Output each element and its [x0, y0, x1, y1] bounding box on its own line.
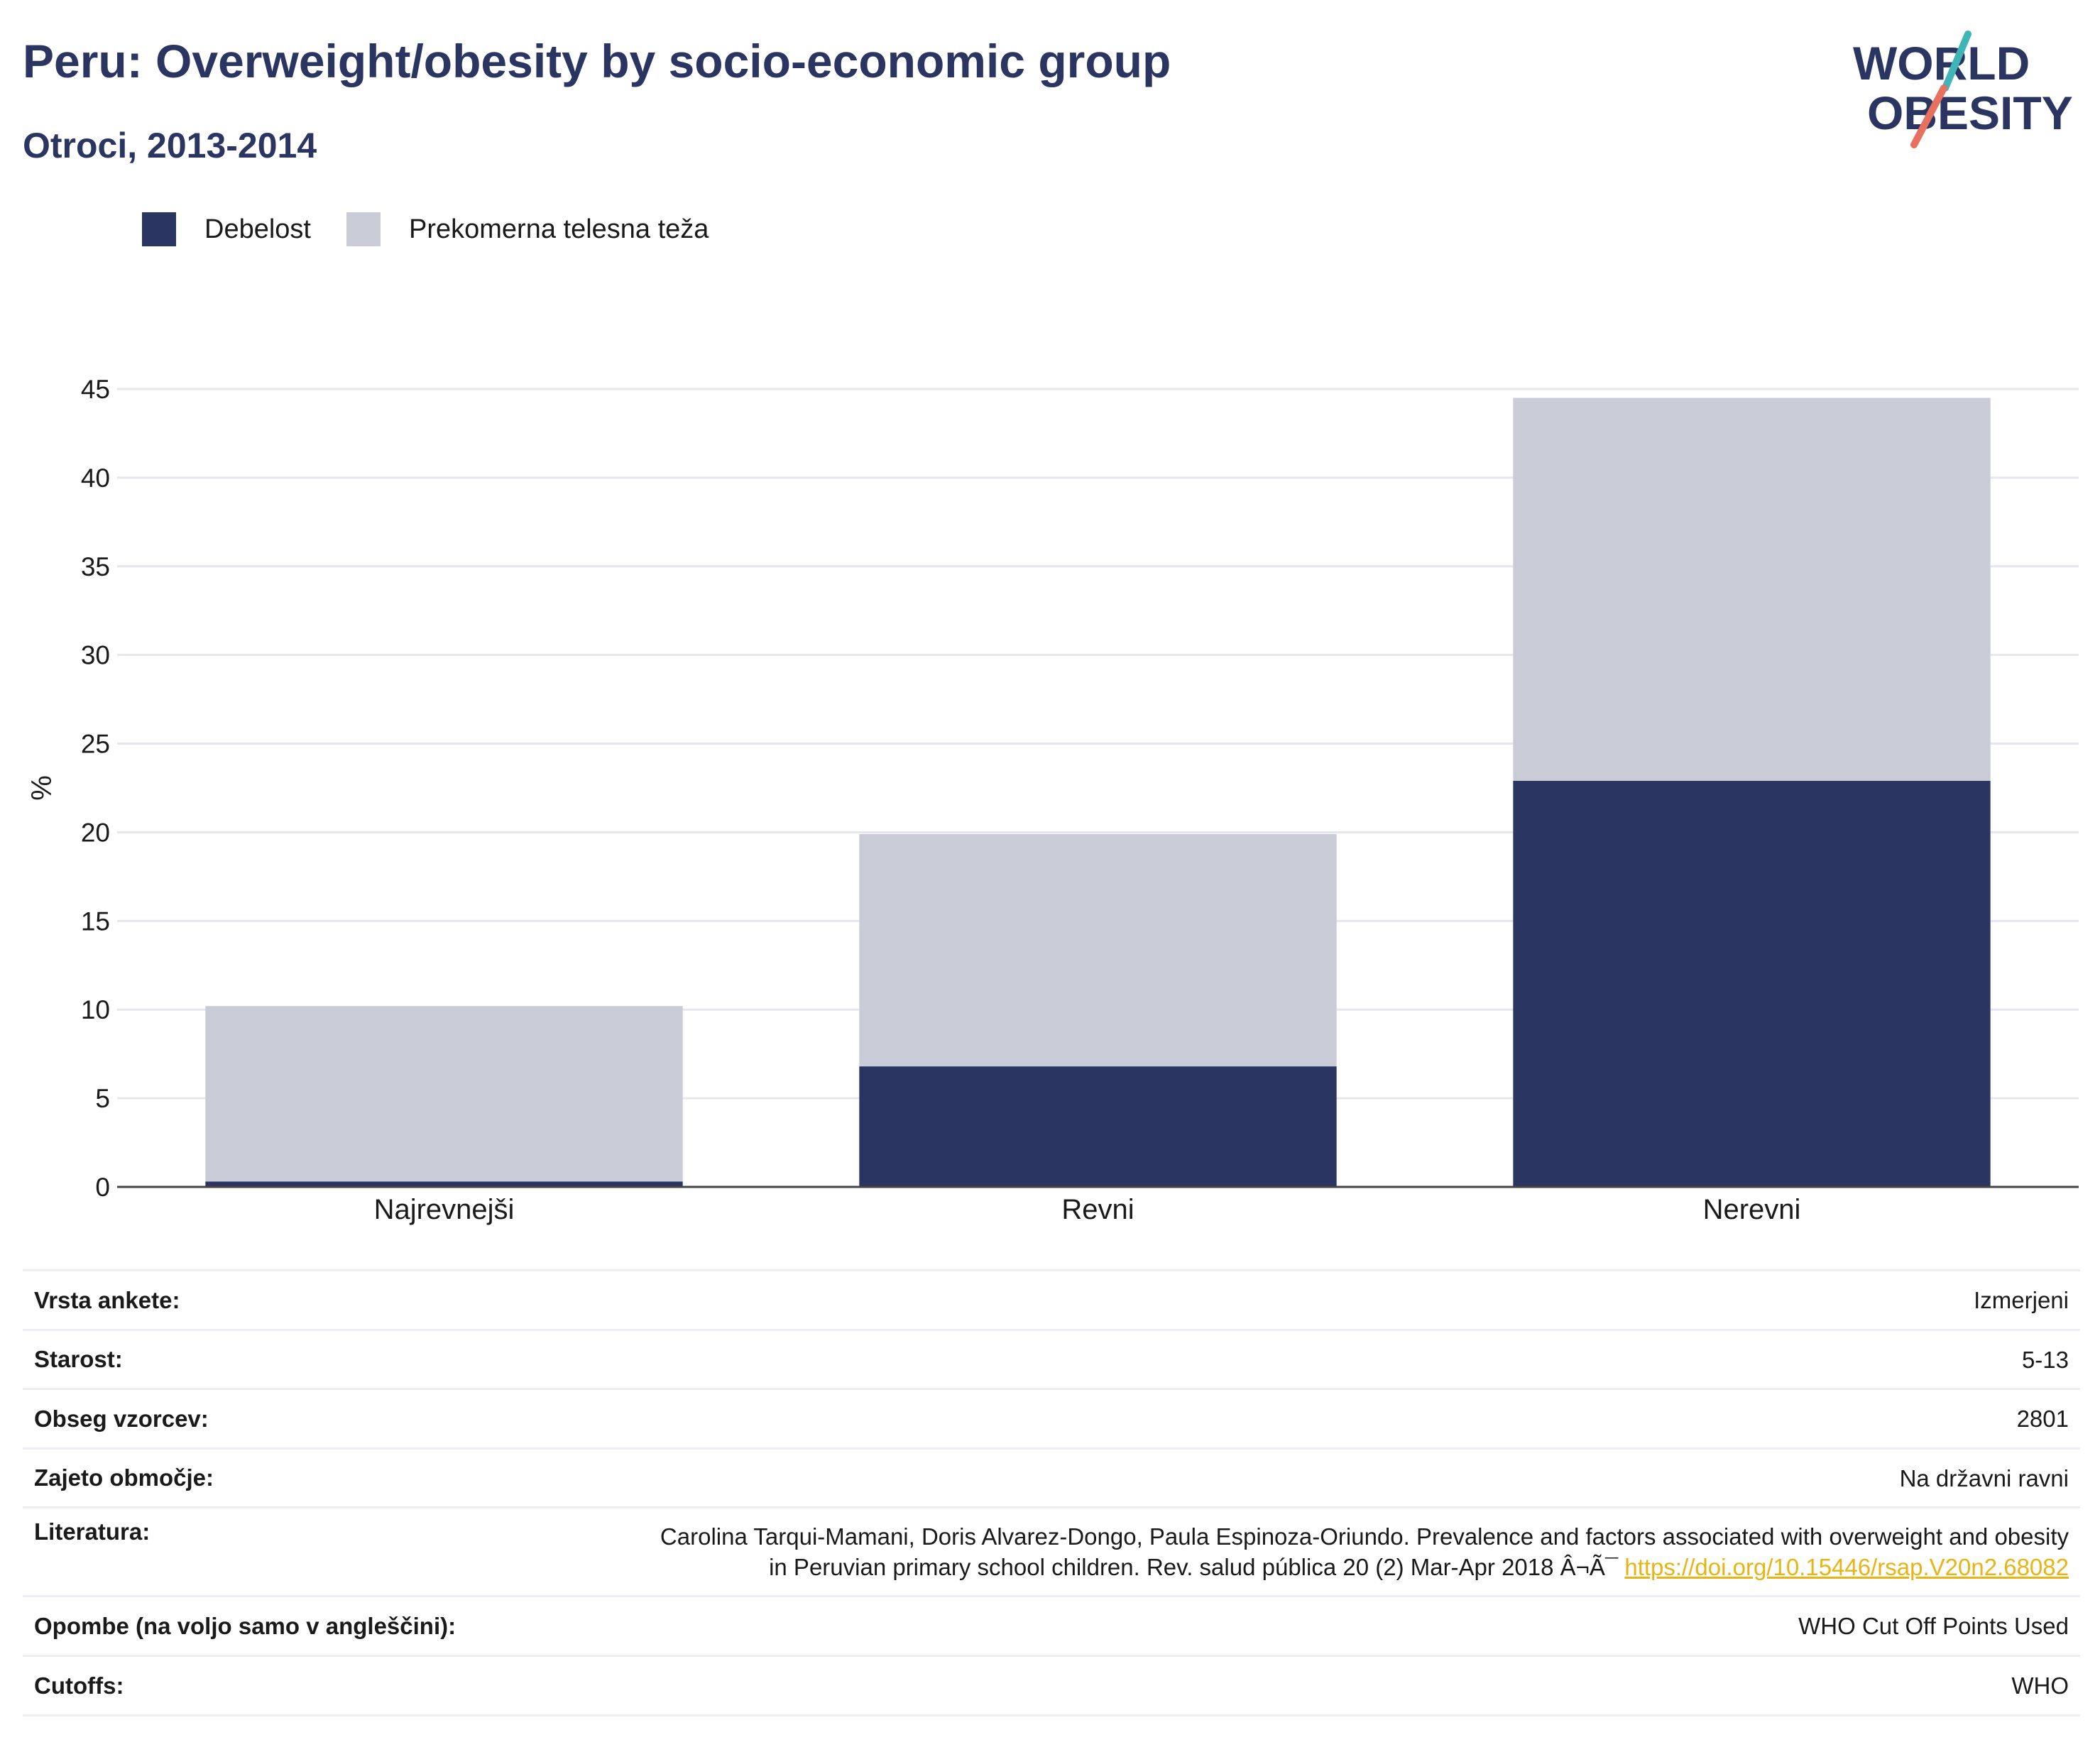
y-axis-label: % — [26, 775, 58, 801]
meta-key: Obseg vzorcev: — [23, 1388, 510, 1449]
stacked-bar-chart: 0 5 10 15 20 25 30 35 40 45% Najrevnejši Revni Nerev… — [26, 375, 2079, 1225]
meta-key: Cutoffs: — [23, 1655, 510, 1716]
y-tick-label: 5 — [95, 1084, 110, 1113]
y-tick-label: 30 — [81, 641, 110, 670]
y-tick-label: 45 — [81, 375, 110, 404]
y-tick-label: 25 — [81, 730, 110, 759]
meta-value: Izmerjeni — [510, 1269, 2080, 1330]
y-tick-label: 40 — [81, 464, 110, 493]
meta-row-reference: Literatura: Carolina Tarqui-Mamani, Dori… — [23, 1506, 2080, 1597]
meta-row-area: Zajeto območje: Na državni ravni — [23, 1447, 2080, 1508]
meta-key: Opombe (na voljo samo v angleščini): — [23, 1595, 510, 1656]
reference-doi-link[interactable]: https://doi.org/10.15446/rsap.V20n2.6808… — [1624, 1554, 2069, 1580]
reference-text-line2: in Peruvian primary school children. Rev… — [769, 1554, 1619, 1580]
bar-obesity — [859, 1066, 1337, 1187]
legend-swatch-overweight — [346, 212, 381, 246]
chart-subtitle: Otroci, 2013-2014 — [23, 126, 317, 165]
meta-key: Vrsta ankete: — [23, 1269, 510, 1330]
meta-value: WHO — [510, 1655, 2080, 1716]
bar-overweight — [1513, 398, 1991, 782]
survey-metadata-table: Vrsta ankete: Izmerjeni Starost: 5-13 Ob… — [23, 1269, 2080, 1716]
logo-text-obesity: OBESITY — [1867, 87, 2073, 139]
logo-text-world: WORLD — [1853, 37, 2030, 89]
axes: 0 5 10 15 20 25 30 35 40 45% Najrevnejši Revni Nerev… — [26, 375, 2079, 1225]
x-tick-label: Nerevni — [1703, 1194, 1801, 1225]
y-tick-label: 35 — [81, 552, 110, 581]
chart-legend: Debelost Prekomerna telesna teža — [142, 212, 744, 247]
legend-item-obesity[interactable]: Debelost — [142, 212, 311, 246]
meta-key: Zajeto območje: — [23, 1447, 510, 1508]
y-tick-label: 0 — [95, 1173, 110, 1202]
legend-label-overweight: Prekomerna telesna teža — [408, 214, 709, 244]
bar-obesity — [1513, 781, 1991, 1187]
meta-value: Na državni ravni — [510, 1447, 2080, 1508]
y-tick-label: 10 — [81, 995, 110, 1024]
meta-value: WHO Cut Off Points Used — [510, 1595, 2080, 1656]
chart-title: Peru: Overweight/obesity by socio-econom… — [23, 35, 1171, 87]
meta-row-sample-size: Obseg vzorcev: 2801 — [23, 1388, 2080, 1449]
legend-item-overweight[interactable]: Prekomerna telesna teža — [346, 212, 709, 246]
meta-value: 2801 — [510, 1388, 2080, 1449]
y-tick-label: 15 — [81, 907, 110, 936]
legend-label-obesity: Debelost — [204, 214, 311, 244]
legend-swatch-obesity — [142, 212, 176, 246]
meta-row-age: Starost: 5-13 — [23, 1329, 2080, 1389]
logo-slash-coral — [1910, 84, 1947, 148]
meta-row-notes: Opombe (na voljo samo v angleščini): WHO… — [23, 1595, 2080, 1656]
meta-value: 5-13 — [510, 1329, 2080, 1389]
bar-overweight — [205, 1006, 683, 1182]
logo-slash-teal — [1942, 31, 1972, 92]
reference-text-line1: Carolina Tarqui-Mamani, Doris Alvarez-Do… — [660, 1523, 2069, 1550]
x-tick-label: Revni — [1061, 1194, 1134, 1225]
meta-row-survey-type: Vrsta ankete: Izmerjeni — [23, 1269, 2080, 1330]
x-tick-label: Najrevnejši — [374, 1194, 515, 1225]
world-obesity-logo: WORLD OBESITY — [1853, 31, 2073, 148]
bar-obesity — [205, 1181, 683, 1187]
bar-overweight — [859, 833, 1337, 1067]
meta-value: Carolina Tarqui-Mamani, Doris Alvarez-Do… — [510, 1506, 2080, 1597]
bars — [205, 398, 1991, 1187]
y-tick-label: 20 — [81, 818, 110, 847]
meta-row-cutoffs: Cutoffs: WHO — [23, 1655, 2080, 1716]
meta-key: Starost: — [23, 1329, 510, 1389]
meta-key: Literatura: — [23, 1506, 510, 1597]
